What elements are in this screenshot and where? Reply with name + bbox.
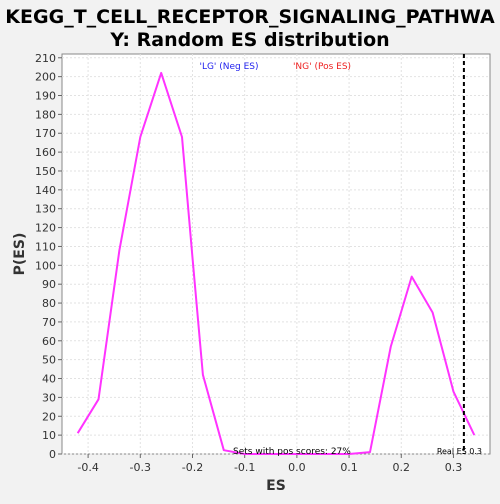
x-axis: -0.4 -0.3 -0.2 -0.1 0.0 0.1 0.2 0.3	[77, 454, 462, 474]
x-tick-label: -0.4	[77, 461, 98, 474]
chart-title-line-2: Y: Random ES distribution	[109, 29, 389, 51]
y-tick-label: 160	[35, 146, 56, 159]
x-tick-label: 0.0	[288, 461, 306, 474]
x-tick-label: 0.3	[445, 461, 463, 474]
y-tick-label: 80	[42, 297, 56, 310]
chart-title-line-1: KEGG_T_CELL_RECEPTOR_SIGNALING_PATHWA	[5, 6, 495, 28]
y-tick-label: 190	[35, 90, 56, 103]
y-tick-label: 120	[35, 222, 56, 235]
y-tick-label: 70	[42, 316, 56, 329]
y-tick-label: 100	[35, 259, 56, 272]
pos-scores-annotation: Sets with pos scores: 27%	[233, 447, 351, 457]
y-tick-label: 50	[42, 354, 56, 367]
y-tick-label: 10	[42, 429, 56, 442]
y-tick-label: 90	[42, 278, 56, 291]
y-tick-label: 20	[42, 410, 56, 423]
y-tick-label: 180	[35, 108, 56, 121]
legend-neg-label: 'LG' (Neg ES)	[199, 62, 258, 72]
y-axis-label: P(ES)	[12, 233, 28, 276]
y-tick-label: 60	[42, 335, 56, 348]
x-tick-label: 0.2	[393, 461, 411, 474]
y-tick-label: 130	[35, 203, 56, 216]
y-tick-label: 170	[35, 127, 56, 140]
y-tick-label: 30	[42, 391, 56, 404]
series-line	[76, 71, 476, 455]
y-tick-label: 0	[49, 448, 56, 461]
plot-area	[61, 53, 491, 455]
y-axis: 0 10 20 30 40 50 60 70 80 90 100 110 120 130 140 150 160…	[35, 52, 62, 461]
y-tick-label: 40	[42, 373, 56, 386]
y-tick-label: 200	[35, 71, 56, 84]
real-es-label: Real ES 0.3	[437, 447, 482, 456]
grid-lines	[62, 54, 490, 455]
x-axis-label: ES	[266, 478, 286, 494]
y-tick-label: 140	[35, 184, 56, 197]
x-tick-label: -0.3	[130, 461, 151, 474]
y-tick-label: 210	[35, 52, 56, 65]
x-tick-label: -0.1	[234, 461, 255, 474]
y-tick-label: 150	[35, 165, 56, 178]
legend-pos-label: 'NG' (Pos ES)	[293, 62, 351, 72]
series-layer	[76, 71, 476, 455]
x-tick-label: 0.1	[340, 461, 358, 474]
y-tick-label: 110	[35, 240, 56, 253]
x-tick-label: -0.2	[182, 461, 203, 474]
